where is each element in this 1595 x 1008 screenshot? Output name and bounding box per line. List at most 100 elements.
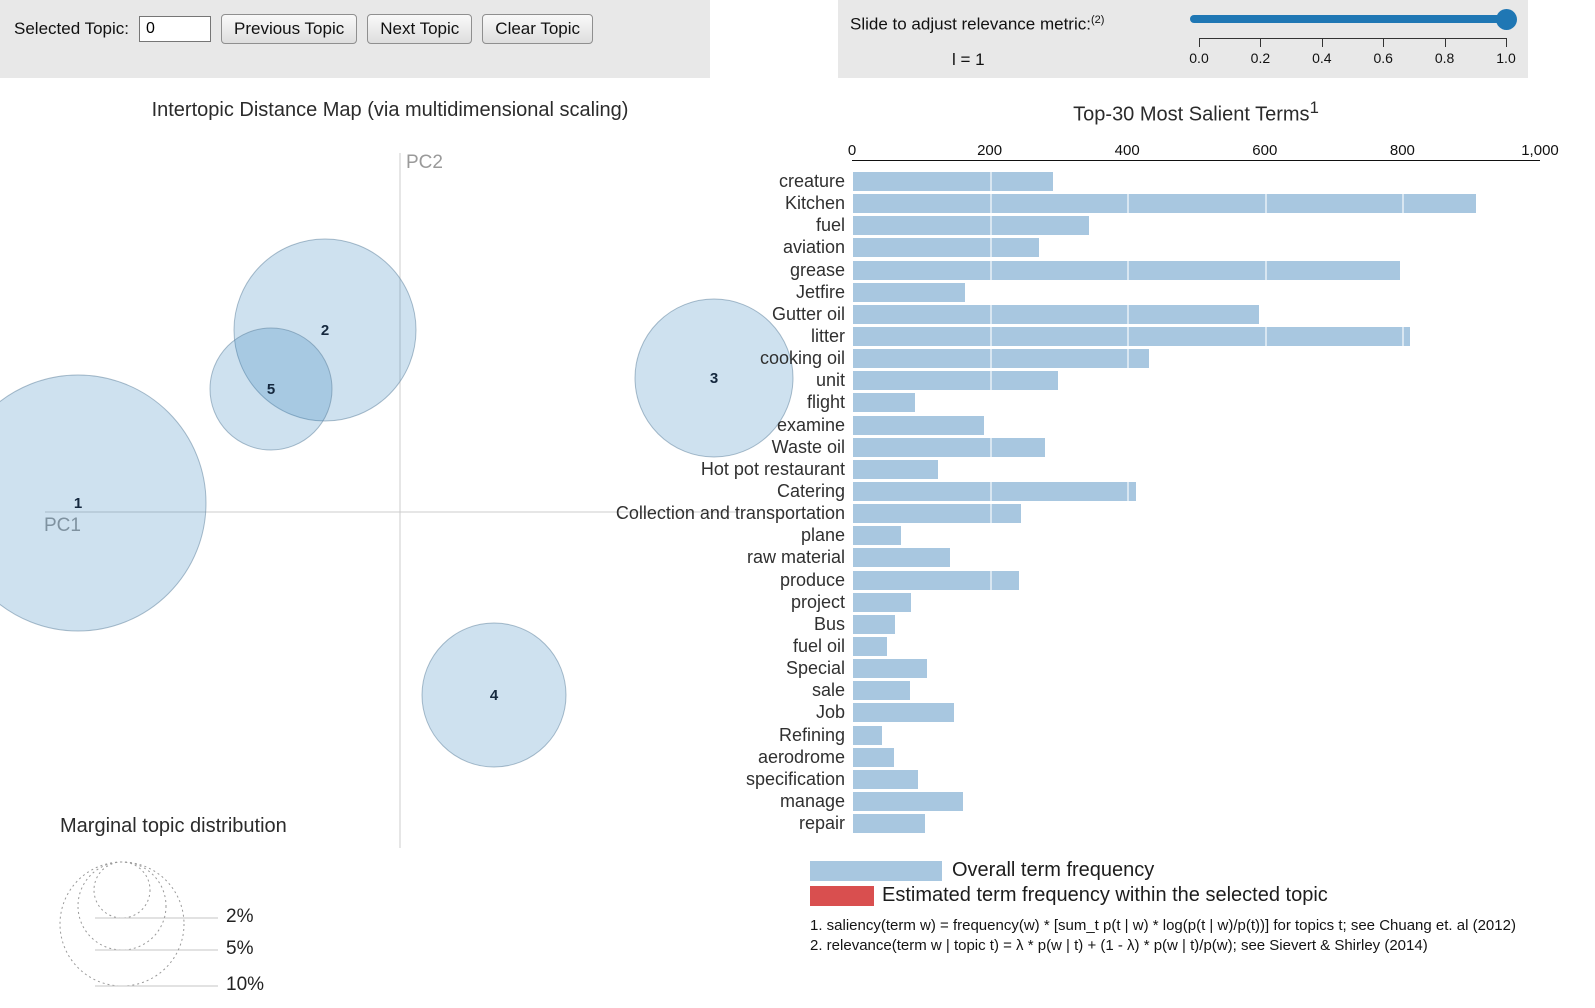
term-frequency-bar[interactable] bbox=[853, 747, 894, 767]
term-label[interactable]: raw material bbox=[746, 547, 845, 568]
term-label[interactable]: Job bbox=[815, 702, 845, 723]
term-frequency-bar[interactable] bbox=[853, 791, 964, 811]
term-frequency-bar[interactable] bbox=[853, 216, 1089, 236]
previous-topic-button[interactable]: Previous Topic bbox=[220, 14, 358, 44]
term-label[interactable]: project bbox=[790, 591, 845, 612]
topic-number-label: 1 bbox=[74, 495, 82, 512]
term-frequency-bar[interactable] bbox=[853, 481, 1136, 501]
overall-frequency-label: Overall term frequency bbox=[952, 859, 1155, 881]
term-label[interactable]: Gutter oil bbox=[771, 303, 845, 324]
topic-control-panel: Selected Topic: Previous Topic Next Topi… bbox=[0, 0, 710, 78]
slider-axis bbox=[1199, 38, 1507, 39]
term-label[interactable]: Catering bbox=[776, 480, 845, 501]
term-frequency-bar[interactable] bbox=[853, 703, 955, 723]
term-label[interactable]: litter bbox=[810, 325, 845, 346]
term-frequency-bar[interactable] bbox=[853, 504, 1021, 524]
slider-tick-label: 0.4 bbox=[1312, 50, 1332, 66]
term-label[interactable]: manage bbox=[779, 790, 845, 811]
term-label[interactable]: aerodrome bbox=[757, 746, 845, 767]
term-frequency-bar[interactable] bbox=[853, 349, 1149, 369]
term-label[interactable]: sale bbox=[811, 680, 845, 701]
term-frequency-bar[interactable] bbox=[853, 459, 938, 479]
term-label[interactable]: grease bbox=[789, 259, 845, 280]
term-frequency-bar[interactable] bbox=[853, 636, 888, 656]
pc2-axis-label: PC2 bbox=[406, 152, 443, 173]
intertopic-map-title: Intertopic Distance Map (via multidimens… bbox=[151, 99, 629, 121]
marginal-distribution-legend bbox=[59, 861, 218, 987]
term-label[interactable]: Kitchen bbox=[784, 193, 845, 214]
salient-terms-bar-chart: 0 200 400 600 800 1,000 creature Kitchen fuel avi… bbox=[555, 140, 1595, 852]
term-label[interactable]: Jetfire bbox=[795, 281, 845, 302]
slider-title: Slide to adjust relevance metric:(2) bbox=[850, 14, 1105, 34]
term-frequency-bar[interactable] bbox=[853, 659, 927, 679]
topic-number-label: 4 bbox=[490, 687, 499, 704]
bar-x-tick-label: 400 bbox=[1114, 142, 1140, 159]
term-label[interactable]: repair bbox=[798, 813, 845, 834]
term-frequency-bar[interactable] bbox=[853, 814, 926, 834]
term-label[interactable]: fuel oil bbox=[792, 635, 845, 656]
term-frequency-bar[interactable] bbox=[853, 393, 915, 413]
slider-tick-label: 0.6 bbox=[1373, 50, 1393, 66]
term-label[interactable]: Hot pot restaurant bbox=[700, 458, 845, 479]
term-frequency-bar[interactable] bbox=[853, 304, 1259, 324]
term-frequency-bar[interactable] bbox=[853, 769, 918, 789]
term-frequency-bar[interactable] bbox=[853, 570, 1020, 590]
term-label[interactable]: examine bbox=[776, 414, 845, 435]
term-frequency-bar[interactable] bbox=[853, 592, 912, 612]
term-frequency-bar[interactable] bbox=[853, 326, 1411, 346]
term-frequency-bar[interactable] bbox=[853, 437, 1045, 457]
slider-tick bbox=[1321, 38, 1323, 47]
term-frequency-bar[interactable] bbox=[853, 526, 902, 546]
slider-tick bbox=[1383, 38, 1385, 47]
bar-chart-title: Top-30 Most Salient Terms1 bbox=[1073, 98, 1319, 126]
topic-number-label: 2 bbox=[321, 322, 329, 339]
slider-tick bbox=[1506, 38, 1507, 47]
term-label[interactable]: produce bbox=[779, 569, 845, 590]
term-label[interactable]: Waste oil bbox=[771, 436, 845, 457]
term-label[interactable]: plane bbox=[800, 525, 845, 546]
lambda-value-label: l = 1 bbox=[952, 50, 985, 69]
next-topic-button[interactable]: Next Topic bbox=[367, 14, 473, 44]
relevance-slider-track[interactable] bbox=[1190, 15, 1507, 23]
relevance-slider-panel: Slide to adjust relevance metric:(2) l =… bbox=[838, 0, 1528, 78]
marginal-size-circle bbox=[77, 861, 167, 951]
term-label[interactable]: cooking oil bbox=[759, 348, 845, 369]
topic-circle-5[interactable] bbox=[209, 327, 333, 451]
term-frequency-bar[interactable] bbox=[853, 194, 1476, 214]
term-label[interactable]: Refining bbox=[778, 724, 845, 745]
topic-circle-1[interactable] bbox=[0, 374, 207, 632]
slider-tick-label: 1.0 bbox=[1496, 50, 1516, 66]
relevance-slider-handle[interactable] bbox=[1496, 9, 1517, 30]
topic-circle-4[interactable] bbox=[421, 622, 567, 768]
term-label[interactable]: creature bbox=[778, 171, 845, 191]
term-frequency-bar[interactable] bbox=[853, 681, 911, 701]
term-label[interactable]: Bus bbox=[813, 613, 845, 634]
bar-x-tick-label: 600 bbox=[1252, 142, 1278, 159]
slider-tick bbox=[1260, 38, 1262, 47]
term-frequency-bar[interactable] bbox=[853, 548, 950, 568]
term-frequency-bar[interactable] bbox=[853, 238, 1040, 258]
term-frequency-bar[interactable] bbox=[853, 415, 985, 435]
selected-topic-input[interactable] bbox=[138, 16, 211, 42]
term-label[interactable]: flight bbox=[806, 392, 845, 413]
term-frequency-bar[interactable] bbox=[853, 371, 1059, 391]
term-label[interactable]: specification bbox=[745, 768, 845, 789]
term-label[interactable]: Collection and transportation bbox=[615, 503, 845, 524]
term-label[interactable]: unit bbox=[815, 370, 845, 391]
slider-tick-label: 0.2 bbox=[1250, 50, 1271, 66]
topic-circle-3[interactable] bbox=[634, 298, 794, 458]
term-label[interactable]: aviation bbox=[782, 237, 845, 258]
term-frequency-bar[interactable] bbox=[853, 282, 966, 302]
marginal-size-circle bbox=[93, 861, 151, 919]
term-frequency-bar[interactable] bbox=[853, 725, 882, 745]
slider-tick bbox=[1199, 38, 1200, 47]
clear-topic-button[interactable]: Clear Topic bbox=[482, 14, 594, 44]
selected-topic-label: Selected Topic: bbox=[14, 19, 129, 38]
term-frequency-bar[interactable] bbox=[853, 172, 1053, 191]
bar-x-tick-label: 800 bbox=[1389, 142, 1415, 159]
term-label[interactable]: fuel bbox=[815, 215, 845, 236]
relevance-footnote: 2. relevance(term w | topic t) = λ * p(w… bbox=[810, 937, 1428, 954]
term-frequency-bar[interactable] bbox=[853, 614, 895, 634]
term-label[interactable]: Special bbox=[785, 658, 845, 679]
topic-circle-2[interactable] bbox=[233, 238, 417, 422]
